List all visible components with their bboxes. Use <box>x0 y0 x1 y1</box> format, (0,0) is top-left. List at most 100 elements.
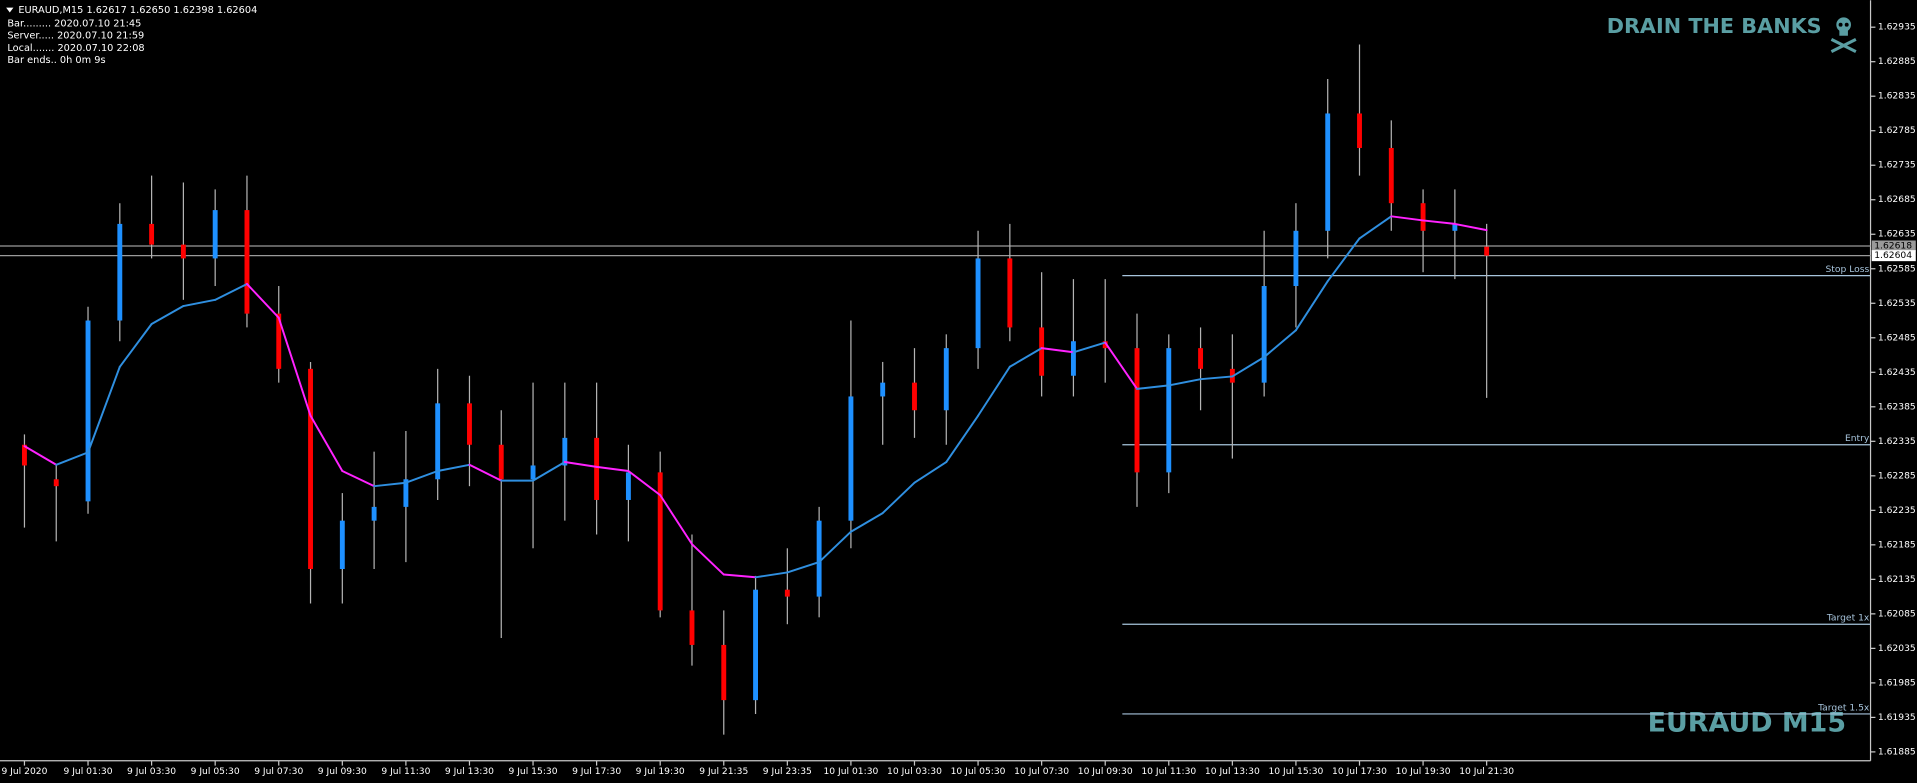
candle-body <box>625 472 631 500</box>
x-tick-label: 10 Jul 11:30 <box>1141 766 1196 777</box>
candle-body <box>784 589 790 597</box>
moving-average-segment <box>977 365 1011 417</box>
moving-average-segment <box>1231 356 1266 378</box>
moving-average-segment <box>214 282 248 301</box>
candle-body <box>1102 341 1108 349</box>
y-tick-label: 1.61985 <box>1878 677 1916 688</box>
moving-average-segment <box>1263 329 1297 359</box>
candle-body <box>117 223 123 321</box>
candle-body <box>1070 341 1076 376</box>
level-label: Target 1.5x <box>1817 702 1870 713</box>
candle-body <box>22 444 27 466</box>
info-line: Bar ends.. 0h 0m 9s <box>7 55 105 66</box>
y-tick-label: 1.62735 <box>1878 160 1916 171</box>
moving-average-segment <box>182 298 217 308</box>
moving-average-segment <box>722 573 757 579</box>
moving-average-segment <box>1358 215 1393 240</box>
info-line: Local....... 2020.07.10 22:08 <box>7 43 144 54</box>
y-tick-label: 1.62185 <box>1878 539 1916 550</box>
moving-average-segment <box>881 481 916 515</box>
y-tick-label: 1.62635 <box>1878 229 1916 240</box>
moving-average-segment <box>55 451 90 466</box>
candle-body <box>403 479 409 507</box>
moving-average-segment <box>627 470 662 497</box>
x-tick-label: 10 Jul 15:30 <box>1268 766 1323 777</box>
y-tick-label: 1.62135 <box>1878 574 1916 585</box>
moving-average-segment <box>1104 341 1138 390</box>
level-label: Stop Loss <box>1826 264 1870 275</box>
candle-body <box>467 403 472 445</box>
moving-average-segment <box>532 461 566 482</box>
y-tick-label: 1.62585 <box>1878 263 1916 274</box>
candle-body <box>1261 286 1267 383</box>
x-tick-label: 9 Jul 11:30 <box>381 766 430 777</box>
x-tick-label: 9 Jul 05:30 <box>191 766 240 777</box>
price-label: 1.62618 <box>1874 240 1912 251</box>
candle-body <box>244 210 250 314</box>
candle-body <box>594 437 600 500</box>
candle-body <box>753 589 758 701</box>
watermark-bottom: EURAUD M15 <box>1648 708 1846 739</box>
candle-body <box>1134 348 1140 473</box>
moving-average-segment <box>277 316 312 417</box>
watermark-top: DRAIN THE BANKS <box>1607 14 1822 38</box>
level-label: Target 1x <box>1826 613 1870 624</box>
skull-icon <box>1830 17 1857 53</box>
candle-body <box>276 313 282 369</box>
moving-average-segment <box>1453 222 1488 232</box>
candle-body <box>943 348 949 411</box>
moving-average-segment <box>754 571 789 579</box>
x-tick-label: 10 Jul 01:30 <box>823 766 878 777</box>
menu-triangle[interactable] <box>6 7 14 13</box>
x-tick-label: 10 Jul 17:30 <box>1332 766 1387 777</box>
candle-body <box>339 520 345 570</box>
candle-body <box>1039 327 1045 376</box>
x-tick-label: 9 Jul 15:30 <box>508 766 557 777</box>
moving-average-segment <box>309 414 344 472</box>
moving-average-segment <box>468 463 503 482</box>
x-tick-label: 9 Jul 21:35 <box>699 766 748 777</box>
moving-average-segment <box>23 445 58 466</box>
moving-average-segment <box>1390 215 1425 222</box>
candle-body <box>912 382 917 411</box>
x-tick-label: 10 Jul 07:30 <box>1014 766 1069 777</box>
moving-average-segment <box>404 470 439 484</box>
candle-body <box>371 506 377 521</box>
candle-body <box>212 210 218 259</box>
x-tick-label: 10 Jul 03:30 <box>887 766 942 777</box>
x-tick-label: 10 Jul 05:30 <box>951 766 1006 777</box>
moving-average-segment <box>563 461 598 468</box>
candle-body <box>1357 113 1362 148</box>
moving-average-segment <box>1326 237 1361 283</box>
candle-body <box>1452 223 1458 231</box>
symbol-header: EURAUD,M15 1.62617 1.62650 1.62398 1.626… <box>18 5 257 16</box>
x-tick-label: 10 Jul 19:30 <box>1396 766 1451 777</box>
candle-body <box>689 610 695 645</box>
y-tick-label: 1.62435 <box>1878 367 1916 378</box>
candle-body <box>308 368 313 570</box>
y-tick-label: 1.61935 <box>1878 712 1916 723</box>
moving-average-segment <box>1072 341 1107 354</box>
y-tick-label: 1.62285 <box>1878 470 1916 481</box>
candle-body <box>1325 113 1331 231</box>
candle-body <box>1007 258 1013 328</box>
moving-average-segment <box>786 561 821 574</box>
moving-average-segment <box>849 512 884 533</box>
price-label-box <box>1871 250 1916 262</box>
y-tick-label: 1.62085 <box>1878 608 1916 619</box>
x-tick-label: 9 Jul 2020 <box>1 766 47 777</box>
moving-average-segment <box>691 543 725 576</box>
y-tick-label: 1.62335 <box>1878 436 1916 447</box>
x-tick-label: 10 Jul 09:30 <box>1078 766 1133 777</box>
moving-average-segment <box>818 530 852 564</box>
candle-body <box>721 644 727 701</box>
moving-average-segment <box>1136 384 1170 390</box>
y-tick-label: 1.62235 <box>1878 505 1916 516</box>
candle-body <box>180 244 186 259</box>
y-tick-label: 1.62885 <box>1878 56 1916 67</box>
y-tick-label: 1.62485 <box>1878 332 1916 343</box>
moving-average-segment <box>1199 375 1234 381</box>
moving-average-segment <box>118 323 153 368</box>
